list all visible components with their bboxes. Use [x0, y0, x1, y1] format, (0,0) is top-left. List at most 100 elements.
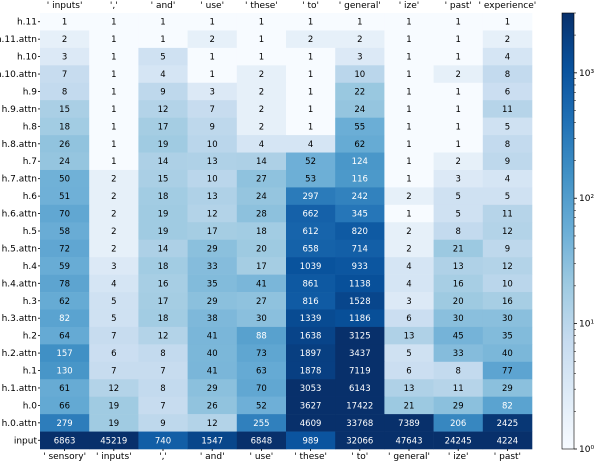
- heatmap-cell: [40, 222, 90, 241]
- y-tick-label: h.4.attn: [2, 279, 37, 289]
- heatmap-cell: [335, 100, 385, 118]
- heatmap-cell: [138, 274, 188, 293]
- cell-value-label: 17: [158, 122, 169, 132]
- heatmap-cell: [89, 100, 139, 118]
- heatmap-cell: [433, 274, 484, 293]
- heatmap-cell: [286, 326, 336, 345]
- heatmap-cell: [187, 65, 238, 84]
- y-tick-label: h.11.attn: [0, 35, 37, 45]
- heatmap-cell: [286, 239, 336, 258]
- heatmap-cell: [187, 239, 238, 258]
- cell-value-label: 17: [207, 227, 218, 237]
- cell-value-label: 19: [158, 227, 169, 237]
- heatmap-cell: [433, 82, 484, 101]
- heatmap-cell: [236, 361, 287, 380]
- heatmap-cell: [482, 414, 533, 432]
- heatmap-cell: [286, 257, 336, 275]
- x-top-tick-label: ' and': [151, 1, 176, 11]
- cell-value-label: 1: [455, 105, 460, 115]
- heatmap-cell: [138, 431, 188, 450]
- heatmap-cell: [138, 13, 188, 31]
- heatmap-cell: [433, 100, 484, 118]
- heatmap-cell: [138, 309, 188, 328]
- cell-value-label: 1638: [300, 332, 322, 342]
- heatmap-cell: [286, 152, 336, 171]
- x-top-tick-label: ' past': [445, 1, 472, 11]
- heatmap-cell: [482, 361, 533, 380]
- cell-value-label: 12: [108, 384, 119, 394]
- cell-value-label: 4: [406, 279, 411, 289]
- heatmap-cell: [433, 414, 484, 432]
- heatmap-cell: [89, 169, 139, 188]
- cell-value-label: 11: [502, 105, 513, 115]
- cell-value-label: 6863: [54, 436, 76, 446]
- heatmap-cell: [89, 13, 139, 31]
- cell-value-label: 8: [62, 87, 67, 97]
- cell-value-label: 6: [406, 367, 411, 377]
- heatmap-cell: [89, 257, 139, 275]
- heatmap-cell: [335, 396, 385, 415]
- cell-value-label: 26: [59, 140, 70, 150]
- heatmap-cell: [433, 47, 484, 66]
- cell-value-label: 19: [158, 140, 169, 150]
- heatmap-cell: [335, 117, 385, 136]
- cell-value-label: 2: [406, 244, 411, 254]
- heatmap-cell: [236, 239, 287, 258]
- heatmap-cell: [433, 239, 484, 258]
- heatmap-cell: [40, 431, 90, 450]
- heatmap-cell: [286, 309, 336, 328]
- cell-value-label: 70: [59, 210, 70, 220]
- cell-value-label: 9: [209, 122, 214, 132]
- heatmap-cell: [482, 326, 533, 345]
- heatmap-cell: [187, 344, 238, 363]
- heatmap-cell: [335, 309, 385, 328]
- cell-value-label: 2: [406, 192, 411, 202]
- cell-value-label: 62: [59, 297, 70, 307]
- cell-value-label: 9: [505, 244, 510, 254]
- y-tick-label: h.3: [23, 297, 37, 307]
- heatmap-cell: [236, 82, 287, 101]
- heatmap-labels: 1 1 1 1 1 1 1 1 1 12 1 1 2 1 2 2 1 1 23 1 5 1 1 1 3 1 1 47 1 4 1 2 1 10 1 2…: [0, 1, 536, 462]
- cell-value-label: 3: [209, 87, 214, 97]
- heatmap-cell: [335, 169, 385, 188]
- cell-value-label: 45219: [100, 436, 127, 446]
- cell-value-label: 1: [406, 122, 411, 132]
- heatmap-cell: [138, 257, 188, 275]
- heatmap-cell: [40, 326, 90, 345]
- y-tick-label: h.5.attn: [2, 244, 37, 254]
- cell-value-label: 41: [207, 332, 218, 342]
- cell-value-label: 16: [453, 279, 464, 289]
- heatmap-cell: [286, 117, 336, 136]
- heatmap-cell: [89, 309, 139, 328]
- cell-value-label: 2425: [497, 419, 519, 429]
- y-tick-label: h.7: [23, 157, 37, 167]
- cell-value-label: 21: [404, 401, 415, 411]
- heatmap-cell: [433, 117, 484, 136]
- x-top-tick-label: ' to': [302, 1, 319, 11]
- heatmap-cell: [384, 47, 434, 66]
- x-top-tick-label: ' use': [200, 1, 224, 11]
- heatmap-cell: [433, 396, 484, 415]
- heatmap-cell: [286, 396, 336, 415]
- heatmap-cell: [482, 13, 533, 31]
- heatmap-cell: [89, 379, 139, 397]
- cell-value-label: 816: [302, 297, 318, 307]
- heatmap-cell: [384, 135, 434, 153]
- heatmap-cell: [286, 187, 336, 206]
- cell-value-label: 2: [357, 35, 362, 45]
- cell-value-label: 2: [455, 157, 460, 167]
- cell-value-label: 2: [505, 35, 510, 45]
- heatmap-cell: [433, 13, 484, 31]
- cell-value-label: 345: [352, 210, 368, 220]
- heatmap-cell: [40, 379, 90, 397]
- heatmap-cell: [286, 47, 336, 66]
- heatmap-cell: [236, 152, 287, 171]
- heatmap-cell: [433, 361, 484, 380]
- cell-value-label: 10: [502, 279, 513, 289]
- heatmap-cell: [335, 82, 385, 101]
- heatmap-cell: [236, 187, 287, 206]
- heatmap-cell: [236, 30, 287, 49]
- heatmap-cell: [482, 431, 533, 450]
- heatmap-cell: [236, 309, 287, 328]
- cell-value-label: 933: [352, 262, 368, 272]
